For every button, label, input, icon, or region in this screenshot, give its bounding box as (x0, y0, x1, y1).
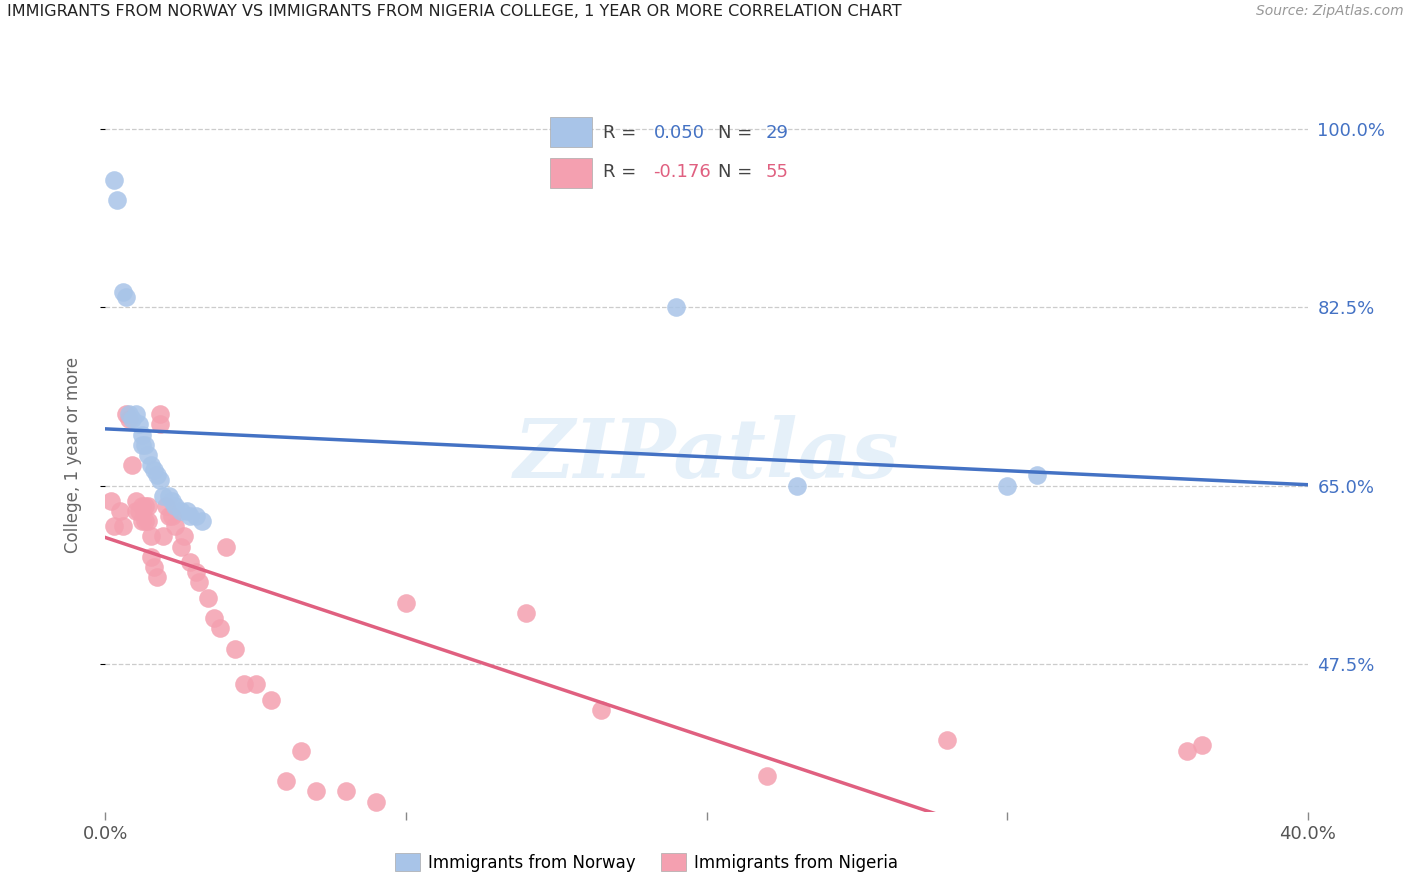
Point (112, 285, 135, 299)
Point (112, 519, 135, 533)
Point (786, 478, 808, 492)
Text: R =: R = (603, 163, 643, 181)
Point (128, 504, 150, 518)
Bar (550, 158, 592, 188)
Point (148, 407, 170, 421)
Text: 55: 55 (766, 163, 789, 181)
Point (134, 438, 156, 452)
Point (152, 489, 174, 503)
Point (100, 493, 122, 508)
Point (335, 784, 357, 798)
Point (395, 596, 418, 610)
Point (1026, 468, 1049, 483)
Text: R =: R = (603, 124, 643, 142)
Point (121, 458, 143, 472)
Point (131, 427, 153, 442)
Point (591, 703, 613, 717)
Text: 0.050: 0.050 (654, 124, 704, 142)
Point (139, 549, 162, 564)
Point (260, 692, 283, 706)
Y-axis label: College, 1 year or more: College, 1 year or more (63, 357, 82, 553)
Point (136, 499, 159, 513)
Text: Source: ZipAtlas.com: Source: ZipAtlas.com (1256, 4, 1403, 19)
Text: ZIPatlas: ZIPatlas (513, 415, 900, 495)
Point (995, 478, 1018, 492)
Point (110, 504, 132, 518)
Point (131, 514, 153, 528)
Point (131, 438, 153, 452)
Point (179, 509, 201, 524)
Text: N =: N = (718, 124, 758, 142)
Point (1146, 880, 1168, 892)
Point (936, 733, 959, 747)
Point (160, 493, 183, 508)
Point (139, 458, 162, 472)
Point (696, 881, 718, 892)
Point (103, 172, 125, 186)
Point (157, 489, 180, 503)
Point (245, 677, 267, 691)
Point (124, 407, 146, 421)
Point (145, 570, 167, 584)
Point (169, 504, 191, 518)
Point (214, 540, 236, 554)
Point (152, 529, 174, 543)
Point (148, 474, 170, 488)
Point (184, 509, 207, 524)
Point (131, 499, 153, 513)
Point (103, 519, 125, 533)
Point (118, 412, 141, 426)
Text: -0.176: -0.176 (654, 163, 711, 181)
Point (208, 621, 231, 635)
Point (224, 641, 246, 656)
Point (142, 560, 165, 574)
Point (145, 468, 167, 483)
Point (232, 677, 254, 691)
Point (115, 290, 138, 304)
Point (1175, 743, 1198, 757)
Point (134, 514, 156, 528)
Point (184, 565, 207, 579)
Point (118, 407, 141, 421)
Point (160, 509, 183, 524)
Point (173, 529, 195, 543)
Point (755, 769, 778, 783)
Point (190, 514, 212, 528)
Point (142, 463, 165, 477)
Point (124, 493, 146, 508)
Point (134, 499, 156, 513)
Point (121, 412, 143, 426)
Text: IMMIGRANTS FROM NORWAY VS IMMIGRANTS FROM NIGERIA COLLEGE, 1 YEAR OR MORE CORREL: IMMIGRANTS FROM NORWAY VS IMMIGRANTS FRO… (7, 4, 901, 20)
Point (364, 795, 387, 809)
Point (155, 499, 177, 513)
Text: N =: N = (718, 163, 758, 181)
Point (139, 529, 162, 543)
Point (202, 611, 225, 625)
Point (187, 575, 209, 590)
Point (124, 504, 146, 518)
Legend: Immigrants from Norway, Immigrants from Nigeria: Immigrants from Norway, Immigrants from … (388, 847, 904, 879)
Point (274, 774, 297, 789)
Bar (550, 118, 592, 147)
Point (169, 540, 191, 554)
Point (148, 417, 170, 432)
Point (157, 509, 180, 524)
Point (136, 514, 159, 528)
Point (305, 784, 328, 798)
Point (515, 606, 537, 620)
Point (163, 499, 186, 513)
Point (1191, 739, 1213, 753)
Point (290, 743, 312, 757)
Point (197, 591, 219, 605)
Point (136, 448, 159, 462)
Point (163, 519, 186, 533)
Point (107, 193, 129, 207)
Point (115, 407, 138, 421)
Point (176, 504, 198, 518)
Text: 29: 29 (766, 124, 789, 142)
Point (665, 300, 688, 314)
Point (128, 417, 150, 432)
Point (179, 555, 201, 569)
